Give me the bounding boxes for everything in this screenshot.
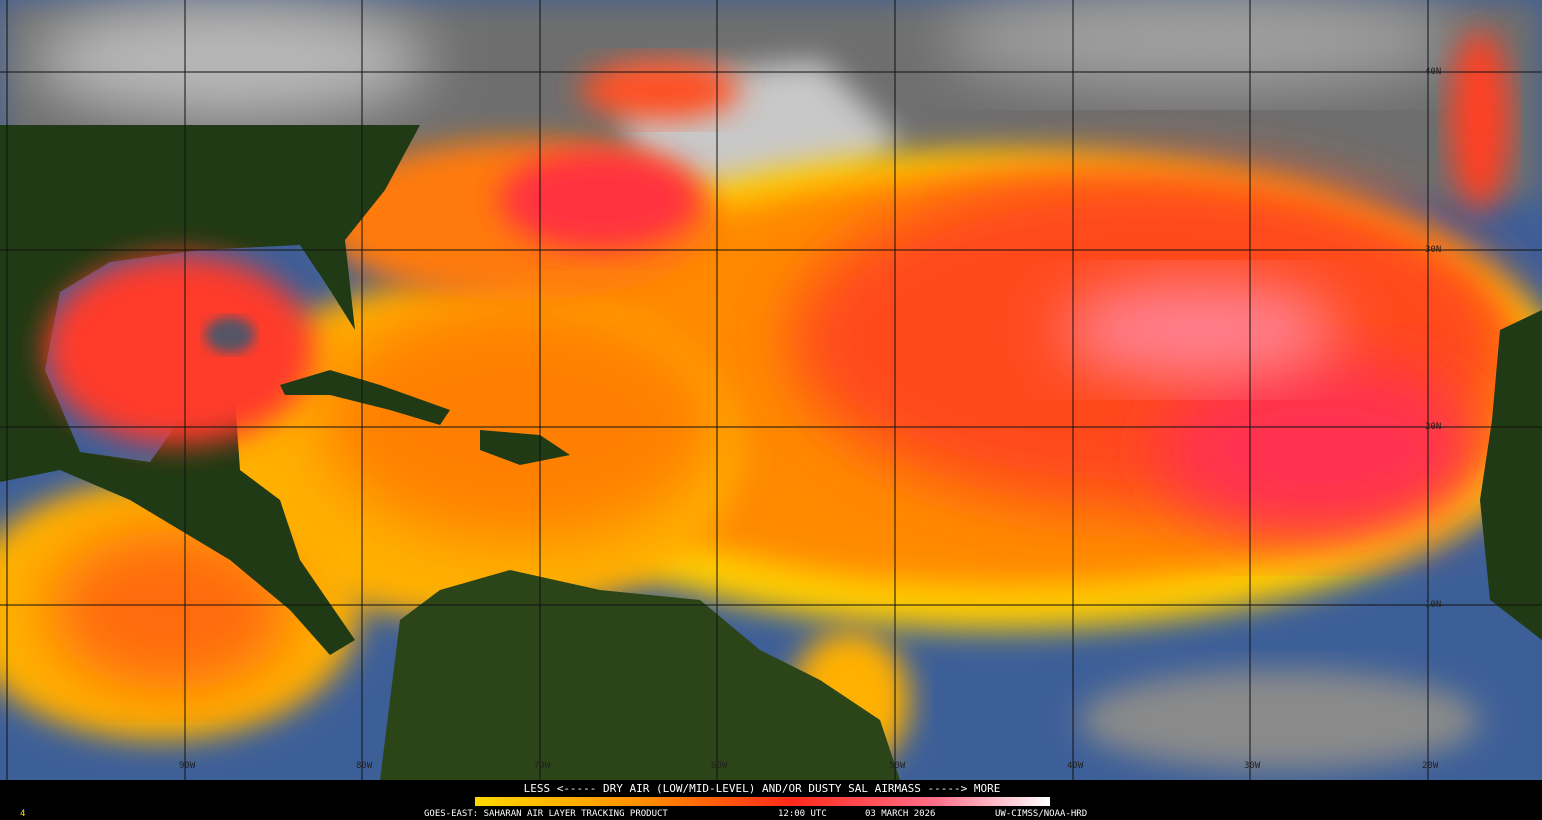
frame-number: 4: [20, 809, 25, 819]
credit: UW-CIMSS/NOAA-HRD: [995, 809, 1087, 819]
lon-label: 20W: [1422, 761, 1439, 771]
color-bar: [475, 797, 1050, 806]
lon-label: 70W: [534, 761, 551, 771]
imagery: [0, 0, 1542, 780]
product-name: GOES-EAST: SAHARAN AIR LAYER TRACKING PR…: [424, 809, 668, 819]
lon-label: 50W: [889, 761, 906, 771]
lat-lon-grid: [0, 0, 1542, 780]
lon-label: 80W: [356, 761, 373, 771]
lon-label: 30W: [1244, 761, 1261, 771]
legend-caption: LESS <----- DRY AIR (LOW/MID-LEVEL) AND/…: [524, 782, 1001, 795]
lat-label: 40N: [1425, 67, 1441, 77]
lat-label: 30N: [1425, 245, 1441, 255]
lat-label: 10N: [1425, 600, 1441, 610]
lat-label: 20N: [1425, 422, 1441, 432]
grid-labels: 40N 30N 20N 10N 90W 80W 70W 60W 50W 40W 30W 20W: [179, 67, 1441, 771]
date: 03 MARCH 2026: [865, 809, 935, 819]
lon-label: 60W: [711, 761, 728, 771]
lon-label: 40W: [1067, 761, 1084, 771]
lon-label: 90W: [179, 761, 196, 771]
time: 12:00 UTC: [778, 809, 827, 819]
